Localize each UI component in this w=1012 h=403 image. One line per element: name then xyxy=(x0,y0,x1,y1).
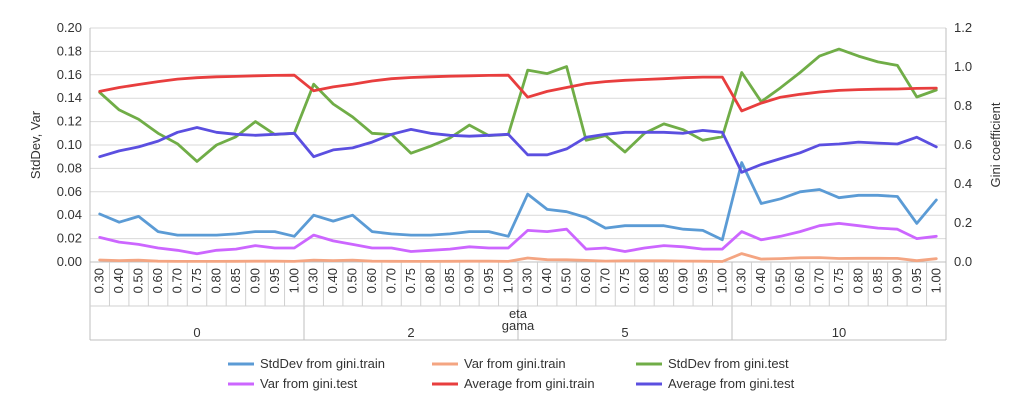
x-tick-label-eta: 0.75 xyxy=(617,268,632,293)
x-tick-label-eta: 1.00 xyxy=(928,268,943,293)
x-tick-label-eta: 1.00 xyxy=(714,268,729,293)
legend-item-average-from-gini-train: Average from gini.train xyxy=(432,376,595,391)
legend-label: Average from gini.test xyxy=(668,376,795,391)
x-tick-label-eta: 0.60 xyxy=(578,268,593,293)
series-line-var-from-gini-test xyxy=(98,221,938,256)
x-tick-label-eta: 0.80 xyxy=(422,268,437,293)
x-group-label-gama: 5 xyxy=(621,325,628,340)
y-tick-label: 0.08 xyxy=(57,160,82,175)
y-tick-label: 0.12 xyxy=(57,114,82,129)
y-tick-label: 0.04 xyxy=(57,207,82,222)
x-tick-label-eta: 0.95 xyxy=(909,268,924,293)
x-tick-label-eta: 0.95 xyxy=(695,268,710,293)
y-tick-label: 0.06 xyxy=(57,184,82,199)
x-tick-label-eta: 1.00 xyxy=(286,268,301,293)
x-tick-label-eta: 0.70 xyxy=(170,268,185,293)
x-group-label-gama: 0 xyxy=(193,325,200,340)
x-tick-label-eta: 0.75 xyxy=(403,268,418,293)
x-axis-title-eta: eta xyxy=(509,306,528,321)
y-tick-label: 0.16 xyxy=(57,67,82,82)
y-tick-label: 0.18 xyxy=(57,43,82,58)
x-tick-label-eta: 0.40 xyxy=(111,268,126,293)
legend-label: Average from gini.train xyxy=(464,376,595,391)
x-tick-label-eta: 0.85 xyxy=(228,268,243,293)
series-line-average-from-gini-train xyxy=(98,73,938,113)
legend-label: StdDev from gini.train xyxy=(260,356,385,371)
y2-tick-label: 1.0 xyxy=(954,59,972,74)
axes: 0.000.020.040.060.080.100.120.140.160.18… xyxy=(57,20,972,341)
x-tick-label-eta: 0.60 xyxy=(792,268,807,293)
x-tick-label-eta: 0.70 xyxy=(812,268,827,293)
x-tick-label-eta: 0.30 xyxy=(92,268,107,293)
y2-tick-label: 0.0 xyxy=(954,254,972,269)
legend-item-stddev-from-gini-train: StdDev from gini.train xyxy=(228,356,385,371)
y2-axis-title: Gini coefficient xyxy=(988,102,1003,187)
x-tick-label-eta: 0.95 xyxy=(481,268,496,293)
y-tick-label: 0.10 xyxy=(57,137,82,152)
x-tick-label-eta: 0.60 xyxy=(364,268,379,293)
x-tick-label-eta: 0.40 xyxy=(753,268,768,293)
series-line-stddev-from-gini-train xyxy=(98,161,938,242)
x-tick-label-eta: 0.50 xyxy=(559,268,574,293)
x-tick-label-eta: 0.90 xyxy=(461,268,476,293)
y2-tick-label: 0.8 xyxy=(954,98,972,113)
x-tick-label-eta: 0.30 xyxy=(734,268,749,293)
x-tick-label-eta: 0.75 xyxy=(831,268,846,293)
legend-item-stddev-from-gini-test: StdDev from gini.test xyxy=(636,356,789,371)
y-tick-label: 0.00 xyxy=(57,254,82,269)
x-group-label-gama: 10 xyxy=(832,325,846,340)
legend-label: Var from gini.train xyxy=(464,356,566,371)
series-line-average-from-gini-test xyxy=(98,126,938,174)
x-tick-label-eta: 0.85 xyxy=(442,268,457,293)
legend: StdDev from gini.train Var from gini.trai… xyxy=(228,356,795,391)
x-tick-label-eta: 0.90 xyxy=(247,268,262,293)
x-tick-label-eta: 0.85 xyxy=(656,268,671,293)
labels: StdDev, Var Gini coefficient eta gama xyxy=(28,102,1003,333)
x-tick-label-eta: 0.30 xyxy=(520,268,535,293)
x-tick-label-eta: 0.30 xyxy=(306,268,321,293)
x-tick-label-eta: 0.80 xyxy=(850,268,865,293)
legend-item-var-from-gini-test: Var from gini.test xyxy=(228,376,358,391)
x-tick-label-eta: 0.75 xyxy=(189,268,204,293)
legend-item-var-from-gini-train: Var from gini.train xyxy=(432,356,566,371)
legend-label: StdDev from gini.test xyxy=(668,356,789,371)
y2-tick-label: 1.2 xyxy=(954,20,972,35)
x-tick-label-eta: 0.50 xyxy=(773,268,788,293)
x-tick-label-eta: 0.60 xyxy=(150,268,165,293)
series-lines xyxy=(98,47,938,263)
y-tick-label: 0.20 xyxy=(57,20,82,35)
y2-tick-label: 0.4 xyxy=(954,176,972,191)
x-tick-label-eta: 1.00 xyxy=(500,268,515,293)
x-tick-label-eta: 0.50 xyxy=(345,268,360,293)
x-tick-label-eta: 0.70 xyxy=(384,268,399,293)
y-tick-label: 0.14 xyxy=(57,90,82,105)
legend-item-average-from-gini-test: Average from gini.test xyxy=(636,376,795,391)
x-tick-label-eta: 0.70 xyxy=(598,268,613,293)
y-tick-label: 0.02 xyxy=(57,231,82,246)
y-axis-title: StdDev, Var xyxy=(28,110,43,179)
x-group-label-gama: 2 xyxy=(407,325,414,340)
x-axis-title-gama: gama xyxy=(502,318,535,333)
y2-tick-label: 0.2 xyxy=(954,215,972,230)
x-tick-label-eta: 0.90 xyxy=(889,268,904,293)
y2-tick-label: 0.6 xyxy=(954,137,972,152)
x-tick-label-eta: 0.90 xyxy=(675,268,690,293)
x-tick-label-eta: 0.50 xyxy=(131,268,146,293)
series-line-var-from-gini-train xyxy=(98,252,938,263)
x-tick-label-eta: 0.40 xyxy=(539,268,554,293)
x-tick-label-eta: 0.80 xyxy=(636,268,651,293)
x-tick-label-eta: 0.85 xyxy=(870,268,885,293)
x-tick-label-eta: 0.40 xyxy=(325,268,340,293)
legend-label: Var from gini.test xyxy=(260,376,358,391)
x-tick-label-eta: 0.80 xyxy=(208,268,223,293)
x-tick-label-eta: 0.95 xyxy=(267,268,282,293)
